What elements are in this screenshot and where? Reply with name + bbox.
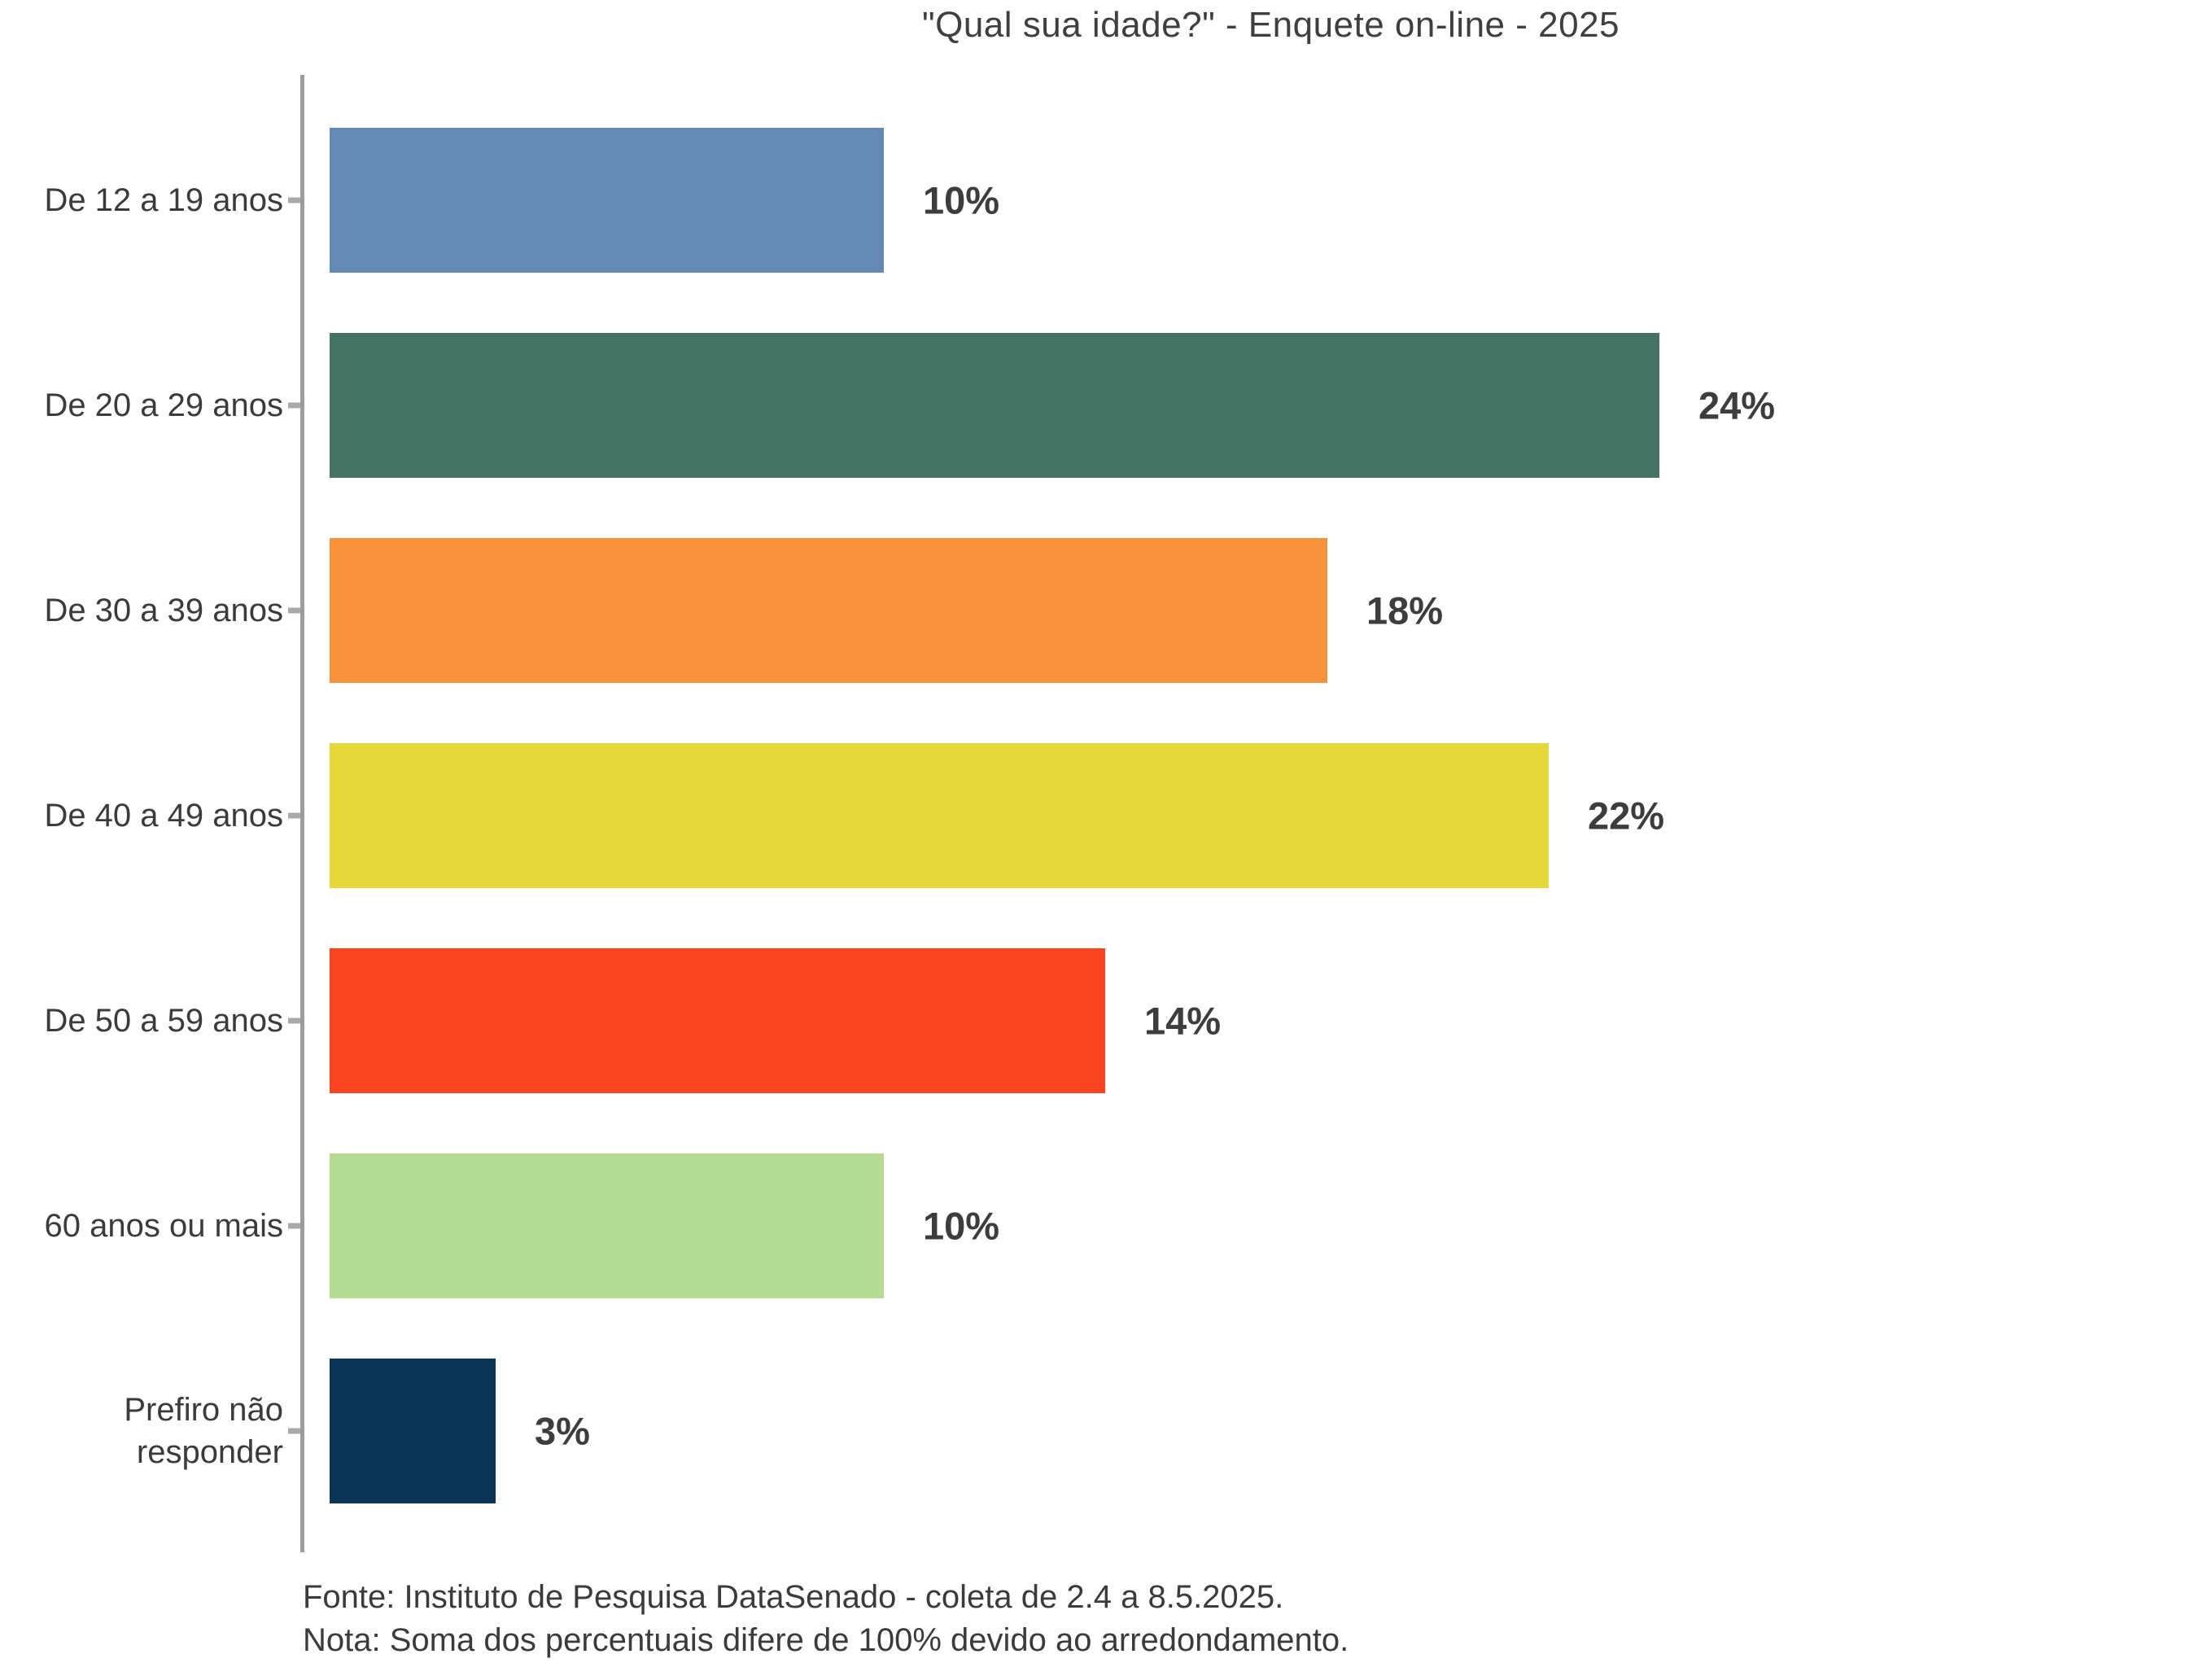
category-label: De 40 a 49 anos [44,798,283,834]
value-label: 22% [1588,794,1665,838]
bar [330,333,1659,478]
source-note: Fonte: Instituto de Pesquisa DataSenado … [303,1579,1284,1615]
axis-tick [288,607,300,614]
value-label: 14% [1144,999,1222,1043]
bar-row: 60 anos ou mais 10% [0,1123,2212,1328]
value-label: 3% [535,1409,590,1453]
category-label: Prefiro não responder [124,1392,283,1470]
y-axis-line [300,75,304,1552]
category-label: 60 anos ou mais [44,1208,283,1244]
bar [330,1359,496,1503]
bar-row: De 50 a 59 anos 14% [0,918,2212,1123]
value-label: 18% [1366,589,1444,632]
bar-row: Prefiro não responder 3% [0,1328,2212,1534]
rounding-note: Nota: Soma dos percentuais difere de 100… [303,1622,1349,1659]
value-label: 10% [923,1204,1000,1248]
bar [330,948,1105,1093]
bar-row: De 40 a 49 anos 22% [0,713,2212,918]
category-label: De 12 a 19 anos [44,182,283,218]
axis-tick [288,197,300,203]
value-label: 24% [1698,383,1776,427]
value-label: 10% [923,178,1000,222]
category-label: De 30 a 39 anos [44,593,283,628]
bar-rows: De 12 a 19 anos 10% De 20 a 29 anos 24% … [0,98,2212,1534]
axis-tick [288,812,300,819]
axis-tick [288,1223,300,1229]
bar [330,1153,884,1298]
bar [330,128,884,273]
bar-row: De 12 a 19 anos 10% [0,98,2212,303]
bar [330,538,1327,683]
category-label: De 20 a 29 anos [44,387,283,423]
bar-row: De 20 a 29 anos 24% [0,303,2212,508]
axis-tick [288,402,300,409]
bar [330,743,1549,888]
axis-tick [288,1428,300,1434]
bar-row: De 30 a 39 anos 18% [0,508,2212,713]
axis-tick [288,1017,300,1024]
chart-title: "Qual sua idade?" - Enquete on-line - 20… [921,5,1620,45]
footnote: Fonte: Instituto de Pesquisa DataSenado … [303,1576,1349,1662]
category-label: De 50 a 59 anos [44,1003,283,1039]
